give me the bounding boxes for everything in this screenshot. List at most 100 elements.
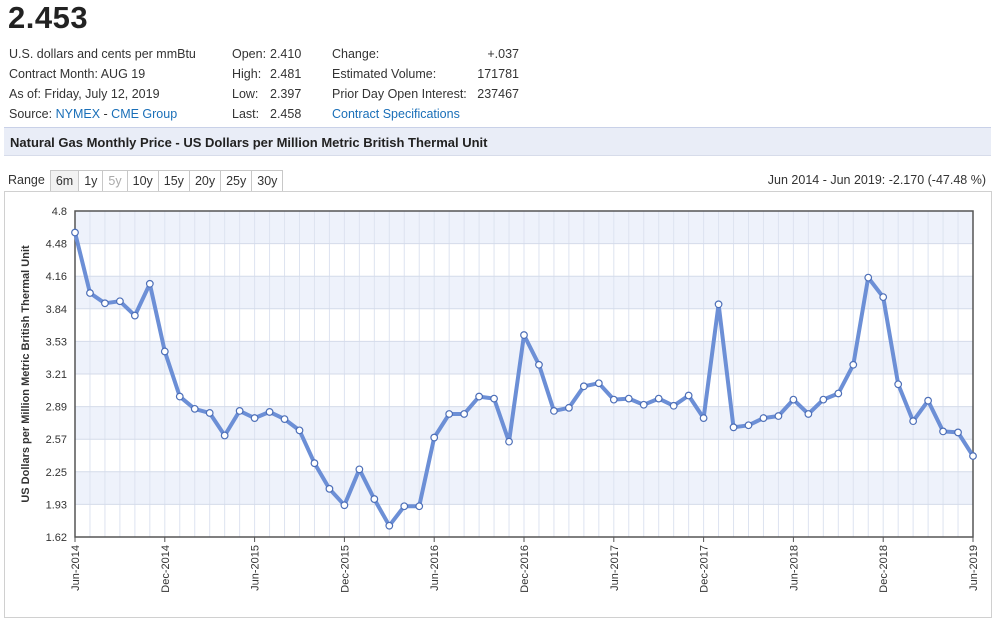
open-interest-label: Prior Day Open Interest: xyxy=(332,87,467,101)
data-point xyxy=(340,501,349,510)
data-point xyxy=(295,426,304,435)
y-tick-label: 2.25 xyxy=(46,467,67,479)
source-label: Source: xyxy=(9,107,53,121)
range-15y-button[interactable]: 15y xyxy=(157,170,190,192)
data-point xyxy=(909,417,918,426)
y-tick-label: 3.21 xyxy=(46,369,67,381)
price-chart: 4.8 4.48 4.16 3.84 3.53 3.21 2.89 2.57 2.25 1.93 1… xyxy=(20,206,980,593)
range-30y-button[interactable]: 30y xyxy=(251,170,284,192)
data-point xyxy=(430,433,439,442)
data-point xyxy=(654,394,663,403)
data-point xyxy=(520,331,528,339)
high-label: High: xyxy=(232,67,262,81)
volume-value: 171781 xyxy=(477,67,519,81)
range-label: Range xyxy=(8,173,45,187)
x-tick-label: Dec-2018 xyxy=(878,545,890,593)
data-point xyxy=(774,412,783,420)
data-point xyxy=(175,392,184,401)
data-point xyxy=(954,428,962,437)
x-tick-label: Jun-2015 xyxy=(250,545,262,591)
source-line: Source: NYMEX - CME Group xyxy=(9,104,196,124)
data-point xyxy=(924,396,932,405)
open-interest-value: 237467 xyxy=(477,87,519,101)
x-tick-label: Dec-2017 xyxy=(699,545,711,593)
change-row: Change: +.037 xyxy=(332,44,519,64)
data-point xyxy=(101,299,109,308)
data-point xyxy=(714,300,723,309)
data-point xyxy=(594,379,603,388)
data-point xyxy=(460,410,469,418)
data-point xyxy=(550,407,558,415)
data-point xyxy=(505,437,513,446)
data-point xyxy=(535,360,543,369)
range-20y-button[interactable]: 20y xyxy=(188,170,222,192)
data-point xyxy=(579,382,588,391)
x-tick-label: Dec-2014 xyxy=(160,545,172,593)
open-interest-row: Prior Day Open Interest: 237467 xyxy=(332,84,519,104)
data-point xyxy=(475,392,484,401)
nymex-link[interactable]: NYMEX xyxy=(55,107,101,121)
y-tick-label: 1.62 xyxy=(46,532,67,544)
data-point xyxy=(834,389,843,398)
range-10y-button[interactable]: 10y xyxy=(126,170,159,192)
data-point xyxy=(205,409,214,417)
data-point xyxy=(385,521,394,530)
contract-specifications-link[interactable]: Contract Specifications xyxy=(332,107,460,121)
data-point xyxy=(235,407,244,415)
x-tick-label: Jun-2019 xyxy=(968,545,980,591)
data-point xyxy=(894,380,903,389)
data-point xyxy=(130,311,139,320)
open-value: 2.410 xyxy=(270,47,302,61)
y-tick-label: 3.53 xyxy=(46,336,67,348)
data-point xyxy=(190,404,199,413)
data-point xyxy=(789,395,798,404)
data-point xyxy=(250,414,259,422)
data-point xyxy=(325,484,334,493)
data-point xyxy=(265,408,274,416)
specs-row: Contract Specifications xyxy=(332,104,519,124)
x-tick-label: Jun-2016 xyxy=(429,545,441,591)
range-6m-button[interactable]: 6m xyxy=(49,170,80,192)
data-point xyxy=(370,495,379,503)
data-point xyxy=(759,414,768,422)
data-point xyxy=(160,347,169,356)
data-point xyxy=(310,459,319,468)
change-value: +.037 xyxy=(487,47,519,61)
range-25y-button[interactable]: 25y xyxy=(220,170,253,192)
quote-info-column: U.S. dollars and cents per mmBtu Contrac… xyxy=(9,44,196,124)
data-point xyxy=(804,410,813,418)
low-row: Low: 2.397 xyxy=(232,84,308,104)
open-row: Open: 2.410 xyxy=(232,44,308,64)
x-tick-label: Jun-2014 xyxy=(70,545,82,591)
data-point xyxy=(220,431,229,440)
range-summary: Jun 2014 - Jun 2019: -2.170 (-47.48 %) xyxy=(767,173,986,187)
as-of-date: As of: Friday, July 12, 2019 xyxy=(9,87,160,101)
low-value: 2.397 xyxy=(270,87,302,101)
data-point xyxy=(145,279,154,288)
data-point xyxy=(415,502,424,511)
data-point xyxy=(819,395,828,404)
x-tick-label: Jun-2018 xyxy=(788,545,800,591)
data-point xyxy=(445,410,454,418)
data-point xyxy=(71,228,79,237)
last-value: 2.458 xyxy=(270,107,302,121)
units-text: U.S. dollars and cents per mmBtu xyxy=(9,47,196,61)
cme-group-link[interactable]: CME Group xyxy=(111,107,178,121)
y-tick-label: 2.57 xyxy=(46,434,67,446)
data-point xyxy=(939,427,947,436)
y-tick-label: 4.48 xyxy=(46,239,67,251)
y-tick-label: 3.84 xyxy=(46,304,67,316)
data-point xyxy=(729,423,738,432)
data-point xyxy=(639,400,648,409)
range-5y-button[interactable]: 5y xyxy=(102,170,128,192)
data-point xyxy=(609,395,618,404)
quote-ohlc-column: Open: 2.410 High: 2.481 Low: 2.397 Last: 2.4… xyxy=(232,44,308,124)
data-point xyxy=(490,394,498,403)
last-price: 2.453 xyxy=(8,0,89,35)
range-1y-button[interactable]: 1y xyxy=(78,170,104,192)
y-tick-label: 4.16 xyxy=(46,271,67,283)
data-point xyxy=(400,502,409,511)
data-point xyxy=(115,297,124,306)
data-point xyxy=(86,289,94,297)
chart-title-bar: Natural Gas Monthly Price - US Dollars p… xyxy=(4,127,991,156)
